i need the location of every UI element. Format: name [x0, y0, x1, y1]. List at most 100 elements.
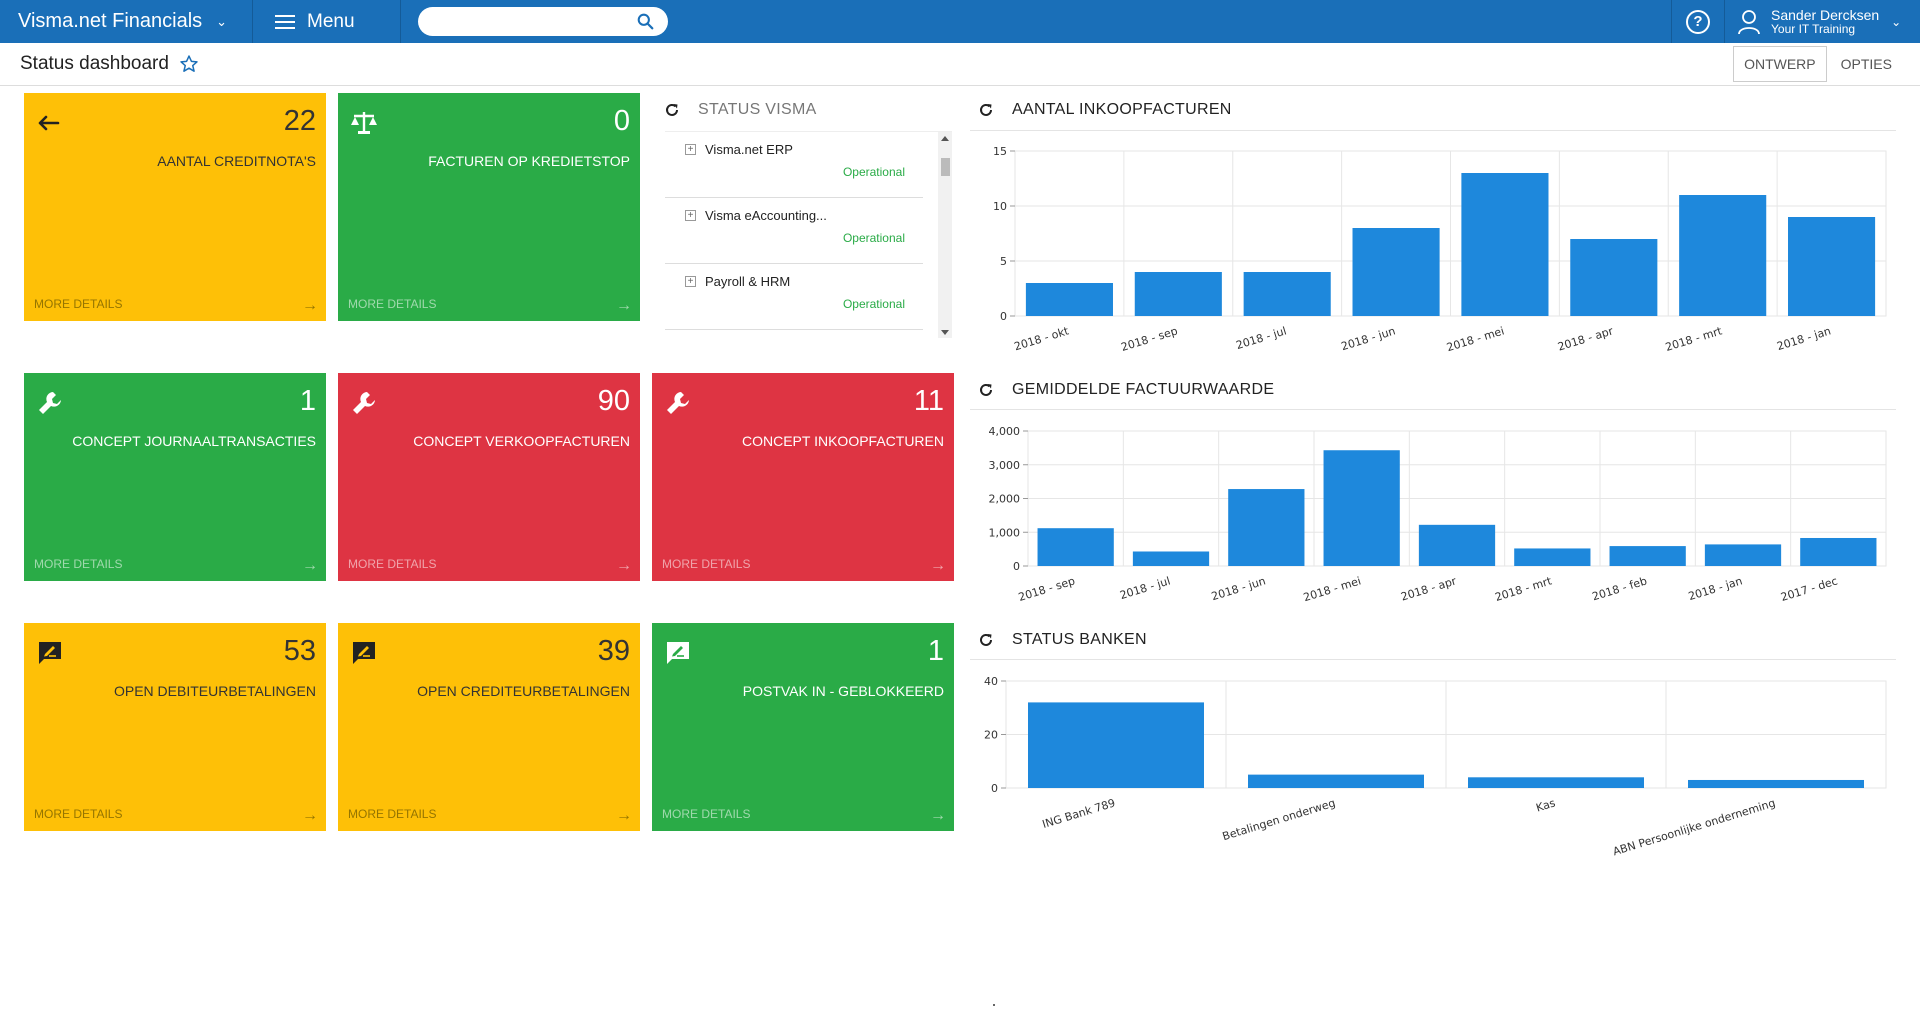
x-tick-label: 2018 - apr — [1399, 574, 1458, 603]
x-tick-label: 2017 - dec — [1779, 574, 1839, 604]
user-menu[interactable]: Sander Dercksen Your IT Training ⌄ — [1725, 0, 1920, 43]
list-item[interactable]: + Payroll & HRM Operational — [665, 264, 923, 330]
help-icon: ? — [1686, 9, 1710, 34]
y-tick-label: 1,000 — [989, 526, 1021, 539]
arrow-right-icon: → — [616, 557, 632, 574]
bar — [1570, 239, 1658, 316]
scrollbar[interactable] — [938, 132, 952, 338]
favorite-star-icon[interactable] — [179, 54, 199, 74]
menu-button[interactable]: Menu — [253, 0, 401, 43]
tile-count: 0 — [613, 105, 630, 137]
chart-header-average-invoice-value: GEMIDDELDE FACTUURWAARDE — [978, 375, 1274, 405]
bar — [1132, 551, 1210, 566]
y-tick-label: 20 — [984, 729, 998, 742]
options-button[interactable]: OPTIES — [1827, 47, 1906, 81]
chart-title: AANTAL INKOOPFACTUREN — [1012, 101, 1232, 118]
list-item[interactable]: + Visma eAccounting... Operational — [665, 198, 923, 264]
refresh-icon[interactable] — [978, 102, 994, 118]
app-title: Visma.net Financials — [18, 10, 203, 32]
search-input[interactable] — [432, 7, 642, 36]
user-icon — [1738, 9, 1760, 34]
chevron-down-icon: ⌄ — [216, 13, 228, 29]
tile-open-debtor-payments[interactable]: 53 OPEN DEBITEURBETALINGEN MORE DETAILS … — [24, 623, 326, 831]
x-tick-label: 2018 - sep — [1017, 574, 1077, 604]
y-tick-label: 4,000 — [989, 425, 1021, 438]
bar — [1243, 272, 1331, 316]
bar — [1800, 537, 1877, 566]
design-button[interactable]: ONTWERP — [1733, 46, 1827, 82]
message-edit-icon — [39, 642, 61, 664]
tile-label: CONCEPT INKOOPFACTUREN — [742, 433, 944, 449]
x-tick-label: 2018 - jun — [1210, 574, 1267, 603]
y-tick-label: 0 — [991, 782, 998, 795]
tile-label: OPEN DEBITEURBETALINGEN — [113, 683, 316, 699]
arrow-right-icon: → — [616, 807, 632, 824]
arrow-right-icon: → — [930, 807, 946, 824]
more-details-link[interactable]: MORE DETAILS — [348, 557, 437, 571]
arrow-right-icon: → — [930, 557, 946, 574]
user-name: Sander Dercksen — [1771, 6, 1880, 23]
wrench-icon — [39, 392, 61, 414]
tile-open-creditor-payments[interactable]: 39 OPEN CREDITEURBETALINGEN MORE DETAILS… — [338, 623, 640, 831]
list-item[interactable]: + Visma.net ERP Operational — [665, 132, 923, 198]
more-details-link[interactable]: MORE DETAILS — [34, 807, 123, 821]
refresh-icon[interactable] — [664, 102, 680, 118]
help-button[interactable]: ? — [1671, 0, 1725, 43]
bar — [1134, 272, 1222, 316]
tile-inbox-blocked[interactable]: 1 POSTVAK IN - GEBLOKKEERD MORE DETAILS … — [652, 623, 954, 831]
divider — [970, 659, 1896, 660]
search-box — [418, 7, 668, 36]
tile-label: OPEN CREDITEURBETALINGEN — [417, 683, 630, 699]
more-details-link[interactable]: MORE DETAILS — [662, 807, 751, 821]
bar — [1028, 702, 1204, 788]
more-details-link[interactable]: MORE DETAILS — [348, 297, 437, 311]
chart-title: STATUS BANKEN — [1012, 631, 1147, 648]
y-tick-label: 0 — [1013, 560, 1020, 573]
more-details-link[interactable]: MORE DETAILS — [348, 807, 437, 821]
tile-label: POSTVAK IN - GEBLOKKEERD — [742, 683, 944, 699]
more-details-link[interactable]: MORE DETAILS — [34, 557, 123, 571]
bar — [1248, 774, 1424, 788]
x-tick-label: Betalingen onderweg — [1221, 796, 1337, 843]
x-tick-label: 2018 - mrt — [1664, 324, 1724, 354]
scroll-down-icon[interactable] — [941, 330, 949, 335]
x-tick-label: 2018 - feb — [1591, 574, 1649, 603]
search-icon[interactable] — [637, 13, 654, 30]
expand-icon[interactable]: + — [685, 210, 696, 221]
bar — [1688, 779, 1864, 788]
tile-credit-stop-invoices[interactable]: 0 FACTUREN OP KREDIETSTOP MORE DETAILS → — [338, 93, 640, 321]
page-title: Status dashboard — [20, 53, 169, 74]
arrow-right-icon: → — [302, 557, 318, 574]
refresh-icon[interactable] — [978, 632, 994, 648]
refresh-icon[interactable] — [978, 382, 994, 398]
widget-title: STATUS VISMA — [698, 101, 817, 118]
y-tick-label: 10 — [993, 200, 1007, 213]
dot — [993, 1004, 995, 1006]
bar — [1704, 544, 1782, 566]
scroll-thumb[interactable] — [941, 158, 950, 176]
more-details-link[interactable]: MORE DETAILS — [662, 557, 751, 571]
balance-scale-icon — [351, 112, 377, 134]
y-tick-label: 2,000 — [989, 493, 1021, 506]
service-status: Operational — [842, 231, 905, 245]
tile-concept-journal-transactions[interactable]: 1 CONCEPT JOURNAALTRANSACTIES MORE DETAI… — [24, 373, 326, 581]
app-switcher[interactable]: Visma.net Financials ⌄ — [0, 0, 253, 43]
message-edit-icon — [353, 642, 375, 664]
bar — [1679, 195, 1767, 316]
tile-concept-sales-invoices[interactable]: 90 CONCEPT VERKOOPFACTUREN MORE DETAILS … — [338, 373, 640, 581]
bar — [1352, 228, 1440, 316]
bank-status-chart: 0 20 40 ING Bank 789 Betalingen onderweg Kas A… — [984, 675, 1887, 858]
user-company: Your IT Training — [1771, 21, 1856, 36]
x-tick-label: 2018 - jan — [1775, 324, 1832, 353]
tile-credit-notes[interactable]: 22 AANTAL CREDITNOTA'S MORE DETAILS → — [24, 93, 326, 321]
y-tick-label: 15 — [993, 145, 1007, 158]
tile-count: 1 — [927, 635, 944, 667]
wrench-icon — [667, 392, 689, 414]
expand-icon[interactable]: + — [685, 144, 696, 155]
chart-title: GEMIDDELDE FACTUURWAARDE — [1012, 381, 1275, 398]
expand-icon[interactable]: + — [685, 276, 696, 287]
scroll-up-icon[interactable] — [941, 136, 949, 141]
service-status: Operational — [842, 165, 905, 179]
more-details-link[interactable]: MORE DETAILS — [34, 297, 123, 311]
tile-concept-purchase-invoices[interactable]: 11 CONCEPT INKOOPFACTUREN MORE DETAILS → — [652, 373, 954, 581]
